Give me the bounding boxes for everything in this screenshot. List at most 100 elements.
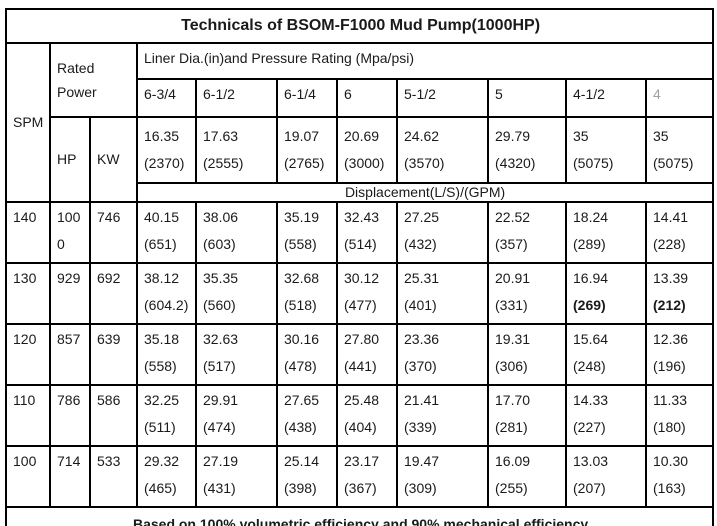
footer-row: Based on 100% volumetric efficiency and … xyxy=(4,506,715,526)
value-cell: 21.41 (339) xyxy=(396,384,489,447)
gpm-value: (255) xyxy=(495,480,528,496)
ls-value: 32.68 xyxy=(284,270,320,286)
value-cell: 32.68 (518) xyxy=(276,262,338,325)
gpm-value: (441) xyxy=(344,358,377,374)
title-row: Technicals of BSOM-F1000 Mud Pump(1000HP… xyxy=(4,8,715,44)
hp-cell: 786 xyxy=(49,384,91,447)
ls-value: 13.03 xyxy=(573,453,609,469)
pressure-cell: 17.63 (2555) xyxy=(195,116,278,184)
gpm-value: (465) xyxy=(144,480,177,496)
pressure-psi: (5075) xyxy=(573,155,614,171)
gpm-value: (560) xyxy=(203,297,236,313)
ls-value: 23.36 xyxy=(404,331,440,347)
gpm-value: (558) xyxy=(144,358,177,374)
ls-value: 23.17 xyxy=(344,453,380,469)
value-cell: 38.06 (603) xyxy=(195,201,278,264)
ls-value: 18.24 xyxy=(573,209,609,225)
gpm-value: (227) xyxy=(573,419,606,435)
gpm-value: (517) xyxy=(203,358,236,374)
value-cell: 22.52 (357) xyxy=(487,201,567,264)
value-cell: 27.80 (441) xyxy=(336,323,398,386)
ls-value: 16.09 xyxy=(495,453,531,469)
ls-value: 15.64 xyxy=(573,331,609,347)
value-cell: 20.91 (331) xyxy=(487,262,567,325)
value-cell: 32.43 (514) xyxy=(336,201,398,264)
gpm-value: (196) xyxy=(653,358,686,374)
table-row-spm130: 130 929 692 38.12 (604.2) 35.35 (560) 32.6… xyxy=(5,262,715,325)
ls-value: 35.19 xyxy=(284,209,320,225)
page-title: Technicals of BSOM-F1000 Mud Pump(1000HP… xyxy=(4,8,715,44)
gpm-value: (401) xyxy=(404,297,437,313)
ls-value: 30.12 xyxy=(344,270,380,286)
pressure-cell: 24.62 (3570) xyxy=(396,116,489,184)
gpm-value: (367) xyxy=(344,480,377,496)
gpm-value: (651) xyxy=(144,236,177,252)
gpm-value: (339) xyxy=(404,419,437,435)
ls-value: 25.31 xyxy=(404,270,440,286)
gpm-value: (306) xyxy=(495,358,528,374)
ls-value: 13.39 xyxy=(653,270,689,286)
spm-cell: 140 xyxy=(5,201,51,264)
kw-cell: 746 xyxy=(89,201,138,264)
ls-value: 14.41 xyxy=(653,209,689,225)
value-cell: 14.33 (227) xyxy=(565,384,647,447)
ls-value: 11.33 xyxy=(653,392,687,408)
liner-size-header: 6-1/4 xyxy=(276,78,338,118)
pressure-mpa: 35 xyxy=(573,128,589,144)
header-row-displacement: Displacement(L/S)/(GPM) xyxy=(6,182,715,203)
gpm-value: (163) xyxy=(653,480,686,496)
value-cell: 27.19 (431) xyxy=(195,445,278,508)
ls-value: 35.18 xyxy=(144,331,180,347)
value-cell: 32.63 (517) xyxy=(195,323,278,386)
ls-value: 19.47 xyxy=(404,453,440,469)
gpm-value: (404) xyxy=(344,419,377,435)
gpm-value: (511) xyxy=(144,419,176,435)
hp-cell: 929 xyxy=(49,262,91,325)
value-cell: 23.36 (370) xyxy=(396,323,489,386)
header-row-liner: SPM Rated Power Liner Dia.(in)and Pressu… xyxy=(5,42,715,203)
value-cell: 11.33 (180) xyxy=(644,384,715,447)
gpm-value: (269) xyxy=(573,297,606,313)
gpm-value: (331) xyxy=(495,297,528,313)
gpm-value: (431) xyxy=(203,480,236,496)
value-cell: 35.18 (558) xyxy=(136,323,197,386)
ls-value: 20.91 xyxy=(495,270,531,286)
gpm-value: (309) xyxy=(404,480,437,496)
ls-value: 21.41 xyxy=(404,392,440,408)
ls-value: 17.70 xyxy=(495,392,531,408)
ls-value: 38.06 xyxy=(203,209,239,225)
ls-value: 32.43 xyxy=(344,209,380,225)
pressure-psi: (4320) xyxy=(495,155,536,171)
value-cell: 35.35 (560) xyxy=(195,262,278,325)
hp-cell: 1000 xyxy=(49,201,91,264)
value-cell: 29.32 (465) xyxy=(136,445,197,508)
table-row-spm120: 120 857 639 35.18 (558) 32.63 (517) 30.16 (… xyxy=(5,323,715,386)
header-row-pressure: HP KW 16.35 (2370) 17.63 (2555) 19.07 (2… xyxy=(6,116,715,203)
value-cell: 29.91 (474) xyxy=(195,384,278,447)
liner-size-header: 4-1/2 xyxy=(565,78,647,118)
value-cell: 27.65 (438) xyxy=(276,384,338,447)
gpm-value: (558) xyxy=(284,236,317,252)
gpm-value: (518) xyxy=(284,297,317,313)
gpm-value: (207) xyxy=(573,480,606,496)
gpm-value: (248) xyxy=(573,358,606,374)
liner-size-header: 5-1/2 xyxy=(396,78,489,118)
gpm-value: (289) xyxy=(573,236,606,252)
liner-size-header: 6-3/4 xyxy=(136,78,197,118)
pressure-cell: 16.35 (2370) xyxy=(136,116,197,184)
value-cell: 17.70 (281) xyxy=(487,384,567,447)
kw-cell: 692 xyxy=(89,262,138,325)
gpm-value: (474) xyxy=(203,419,236,435)
gpm-value: (604.2) xyxy=(144,297,189,313)
value-cell: 16.94 (269) xyxy=(565,262,647,325)
pressure-cell: 20.69 (3000) xyxy=(336,116,398,184)
ls-value: 16.94 xyxy=(573,270,609,286)
pressure-mpa: 20.69 xyxy=(344,128,380,144)
gpm-value: (370) xyxy=(404,358,437,374)
gpm-value: (438) xyxy=(284,419,317,435)
pressure-cell: 35 (5075) xyxy=(565,116,647,184)
ls-value: 12.36 xyxy=(653,331,689,347)
table-row-spm110: 110 786 586 32.25 (511) 29.91 (474) 27.65 (… xyxy=(5,384,715,447)
liner-size-header: 6-1/2 xyxy=(195,78,278,118)
